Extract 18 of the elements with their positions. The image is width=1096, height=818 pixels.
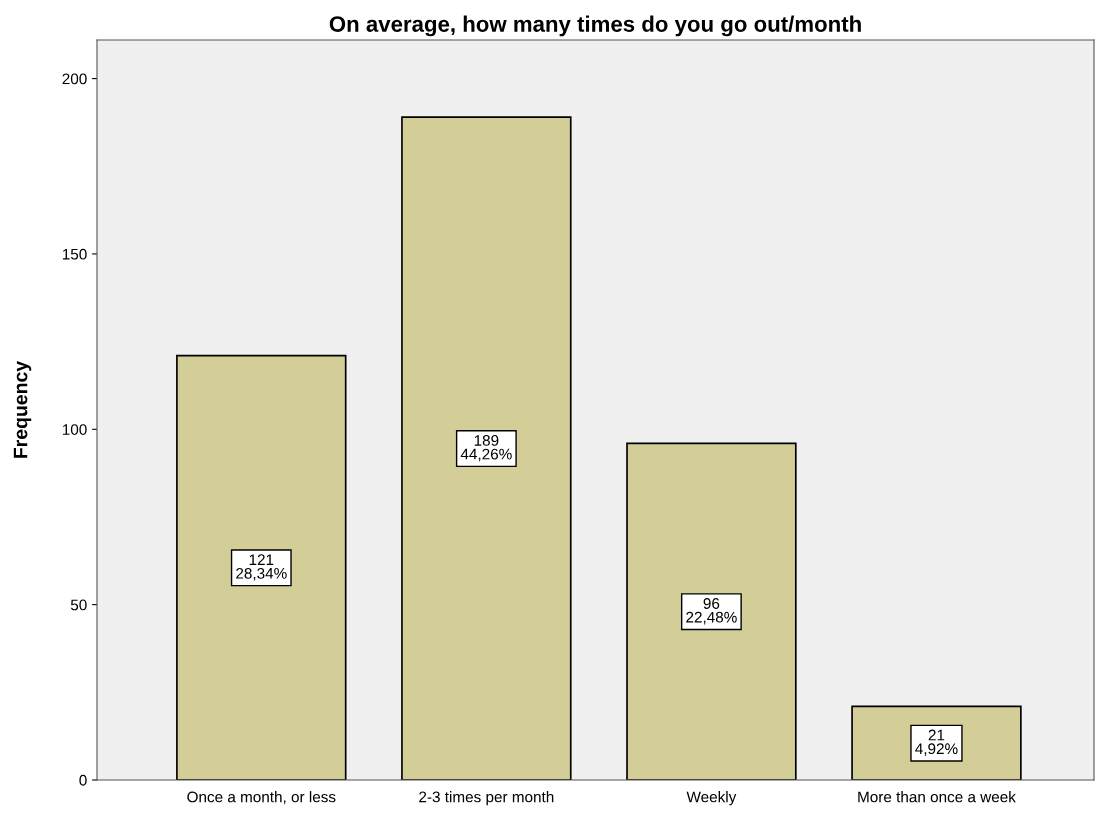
x-tick-label: Weekly	[686, 791, 737, 806]
chart-title: On average, how many times do you go out/month	[329, 15, 861, 37]
y-tick-label: 50	[70, 599, 87, 611]
data-label: 21 4,92%	[915, 729, 958, 756]
bar	[401, 116, 572, 780]
data-label: 189 44,26%	[460, 435, 512, 462]
bar	[176, 354, 347, 780]
data-label: 121 28,34%	[236, 554, 287, 581]
x-tick-label: Once a month, or less	[187, 791, 336, 805]
y-tick-label: 100	[62, 424, 87, 435]
y-tick-label: 150	[62, 248, 87, 260]
bar	[626, 442, 797, 780]
y-tick-label: 0	[79, 774, 87, 786]
y-axis-title: Frequency	[13, 360, 32, 458]
x-tick-label: 2-3 times per month	[419, 791, 554, 806]
y-tick-label: 200	[62, 73, 87, 85]
data-label: 96 22,48%	[686, 598, 737, 625]
x-tick-label: More than once a week	[858, 791, 1016, 803]
